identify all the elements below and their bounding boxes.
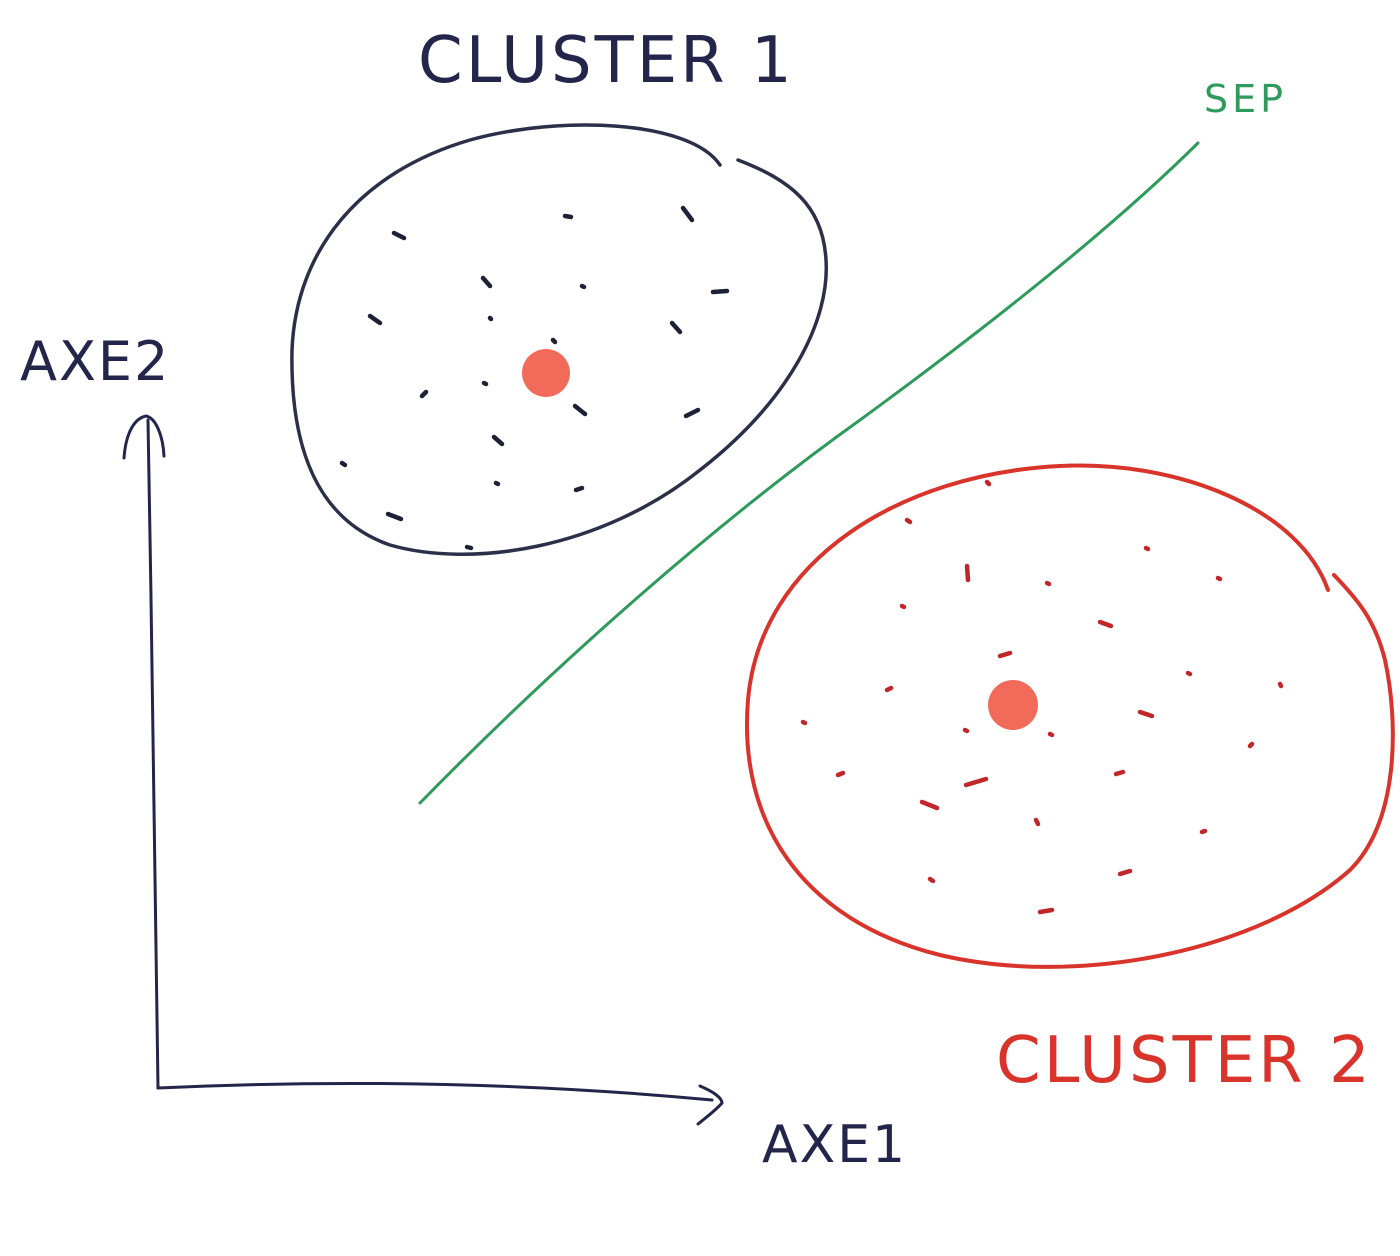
data-point [573, 485, 585, 493]
data-point [480, 275, 493, 289]
data-point [1247, 741, 1255, 749]
data-point [339, 460, 348, 468]
data-point [493, 480, 501, 487]
data-point [1037, 907, 1055, 915]
data-point [391, 230, 407, 241]
data-point [964, 563, 971, 583]
data-point [572, 403, 588, 417]
cluster-1-points [339, 205, 730, 551]
data-point [963, 776, 989, 788]
data-point [1047, 731, 1055, 738]
data-point [1044, 580, 1052, 587]
cluster-1: CLUSTER 1 [290, 24, 828, 557]
cluster-1-centroid [522, 349, 570, 397]
data-point [683, 407, 701, 419]
data-point [487, 315, 494, 322]
data-point [904, 517, 913, 525]
data-point [1113, 769, 1126, 777]
y-axis-label: AXE2 [20, 330, 170, 393]
data-point [835, 770, 846, 778]
cluster-2-boundary [745, 463, 1395, 969]
x-axis-line [156, 1082, 714, 1102]
data-point [984, 479, 992, 487]
data-point [710, 288, 730, 295]
data-point [1097, 619, 1114, 629]
data-point [669, 320, 683, 335]
cluster-2-points [800, 479, 1284, 915]
data-point [1143, 545, 1151, 552]
cluster-1-label: CLUSTER 1 [418, 24, 795, 98]
x-axis-arrowhead [696, 1084, 724, 1126]
data-point [419, 389, 429, 399]
cluster-2-label: CLUSTER 2 [996, 1024, 1373, 1098]
separator-label: SEP [1204, 77, 1287, 121]
y-axis-arrowhead [122, 414, 166, 460]
data-point [367, 313, 383, 326]
cluster-1-boundary [290, 123, 828, 557]
separator-line [418, 141, 1200, 805]
data-point [899, 603, 907, 610]
x-axis-label: AXE1 [762, 1115, 907, 1175]
data-point [1185, 670, 1193, 677]
data-point [579, 283, 587, 290]
data-point [1033, 817, 1041, 827]
data-point [385, 511, 404, 522]
data-point [464, 544, 474, 551]
axes [122, 414, 724, 1126]
y-axis-line [146, 418, 160, 1090]
data-point [919, 799, 940, 811]
data-point [1215, 575, 1223, 582]
cluster-2: CLUSTER 2 [745, 463, 1395, 1098]
data-point [491, 434, 505, 447]
data-point [550, 337, 558, 345]
data-point [562, 213, 574, 220]
data-point [1137, 709, 1155, 719]
data-point [884, 685, 894, 693]
data-point [1277, 681, 1284, 689]
data-point [481, 380, 489, 387]
data-point [680, 205, 695, 223]
data-point [927, 876, 936, 884]
data-point [1199, 828, 1208, 835]
data-point [1117, 868, 1133, 877]
data-point [800, 719, 808, 726]
cluster-2-centroid [988, 680, 1038, 730]
data-point [962, 727, 970, 734]
data-point [997, 650, 1013, 659]
